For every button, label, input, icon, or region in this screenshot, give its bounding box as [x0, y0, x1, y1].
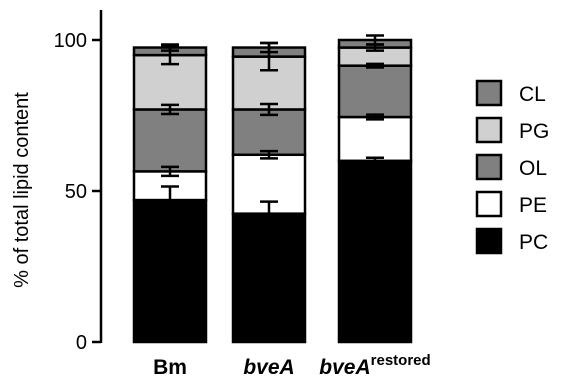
legend-label-pe: PE	[519, 194, 547, 217]
legend-label-pg: PG	[519, 120, 549, 143]
legend-item-pc: PC	[475, 227, 548, 255]
bar-pc-bvea	[231, 212, 307, 344]
error-bar-pc-bm	[161, 185, 179, 215]
error-bar-pc-bvearestored	[366, 156, 384, 166]
error-bar-cl-bvearestored	[366, 34, 384, 46]
y-axis: 0 50 100	[54, 10, 103, 354]
error-bar-pc-bvea	[260, 200, 278, 227]
bar-ol-bvearestored	[337, 64, 413, 119]
y-tick-label-50: 50	[65, 181, 87, 203]
legend-swatch-pe	[475, 190, 503, 218]
error-bar-cl-bm	[161, 43, 179, 52]
legend-item-ol: OL	[475, 153, 547, 181]
plot-area	[132, 34, 413, 344]
bar-ol-bm	[132, 108, 208, 173]
x-axis: Bm bveA bveArestored	[153, 352, 431, 378]
error-bar-pe-bvearestored	[366, 113, 384, 121]
y-tick-label-0: 0	[76, 332, 87, 354]
error-bar-ol-bm	[161, 103, 179, 116]
bar-pc-bm	[132, 198, 208, 344]
x-tick-label-bm: Bm	[153, 356, 187, 378]
x-tick-label-bvearestored: bveArestored	[319, 352, 430, 378]
error-bar-ol-bvearestored	[366, 62, 384, 69]
legend-swatch-ol	[475, 153, 503, 181]
legend-item-pe: PE	[475, 190, 547, 218]
bar-ol-bvea	[231, 108, 307, 157]
legend-swatch-pg	[475, 116, 503, 144]
legend-item-cl: CL	[475, 79, 546, 107]
error-bar-ol-bvea	[260, 102, 278, 117]
bar-pe-bvearestored	[337, 115, 413, 163]
error-bar-pe-bm	[161, 165, 179, 178]
legend-label-ol: OL	[519, 157, 547, 180]
x-tick-label-bvea: bveA	[243, 356, 294, 378]
legend-swatch-pc	[475, 227, 503, 255]
legend-swatch-cl	[475, 79, 503, 107]
legend-item-pg: PG	[475, 116, 549, 144]
legend-label-cl: CL	[519, 83, 546, 106]
bar-pc-bvearestored	[337, 159, 413, 344]
error-bar-pe-bvea	[260, 149, 278, 160]
y-tick-label-100: 100	[54, 30, 87, 52]
y-axis-title: % of total lipid content	[11, 92, 33, 288]
error-bar-cl-bvea	[260, 41, 278, 54]
legend: CL PG OL PE PC	[475, 79, 549, 255]
legend-label-pc: PC	[519, 231, 548, 254]
